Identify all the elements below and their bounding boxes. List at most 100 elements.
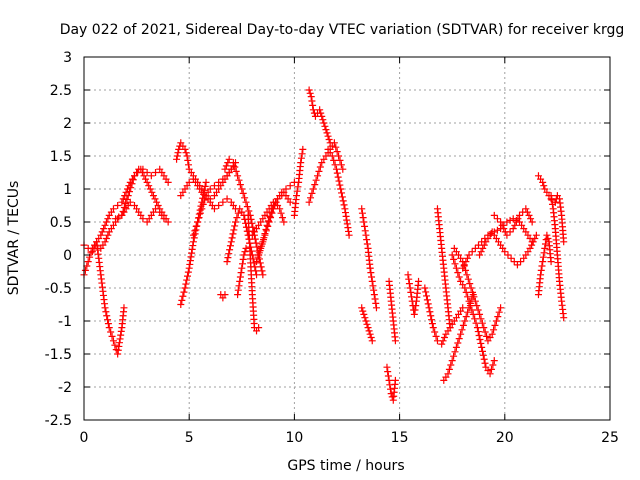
- data-point-plus: [84, 258, 92, 266]
- data-point-plus: [129, 176, 137, 184]
- data-point-plus: [360, 310, 368, 318]
- data-point-plus: [130, 172, 138, 180]
- data-point-plus: [198, 205, 206, 213]
- data-point-plus: [230, 226, 238, 234]
- y-tick-label: -1: [58, 314, 72, 330]
- data-point-plus: [368, 337, 376, 345]
- data-point-plus: [477, 315, 485, 323]
- data-point-plus: [253, 258, 261, 266]
- data-point-plus: [242, 244, 250, 252]
- data-point-plus: [229, 230, 237, 238]
- data-point-plus: [294, 183, 302, 191]
- data-point-plus: [235, 176, 243, 184]
- data-point-plus: [339, 197, 347, 205]
- data-point-plus: [224, 254, 232, 262]
- data-point-plus: [114, 202, 122, 209]
- data-point-plus: [501, 248, 509, 256]
- data-point-plus: [481, 359, 489, 367]
- data-point-plus: [260, 234, 268, 242]
- data-point-plus: [125, 188, 133, 196]
- data-point-plus: [114, 346, 122, 354]
- data-point-plus: [367, 269, 375, 277]
- data-point-plus: [344, 224, 352, 232]
- data-point-plus: [189, 242, 197, 250]
- data-point-plus: [228, 234, 236, 242]
- data-point-plus: [465, 297, 473, 305]
- data-point-plus: [537, 266, 545, 274]
- data-point-plus: [361, 314, 369, 322]
- data-point-plus: [405, 275, 413, 283]
- data-point-plus: [468, 306, 476, 314]
- data-point-plus: [366, 330, 374, 338]
- data-point-plus: [478, 347, 486, 355]
- data-point-plus: [127, 184, 135, 192]
- data-point-plus: [102, 308, 110, 316]
- data-point-plus: [335, 152, 343, 160]
- data-point-plus: [371, 295, 379, 303]
- data-point-plus: [104, 320, 112, 328]
- y-tick-label: -2: [58, 380, 72, 396]
- data-point-plus: [319, 116, 327, 124]
- data-point-plus: [495, 308, 503, 316]
- data-point-plus: [231, 218, 239, 226]
- data-point-plus: [372, 304, 380, 312]
- data-point-plus: [153, 198, 161, 206]
- data-point-plus: [119, 195, 127, 203]
- data-point-plus: [391, 376, 399, 384]
- y-axis-label: SDTVAR / TECUs: [6, 181, 22, 296]
- data-point-plus: [465, 251, 473, 259]
- data-point-plus: [540, 182, 548, 190]
- data-point-plus: [210, 205, 218, 213]
- data-point-plus: [308, 189, 316, 197]
- data-point-plus: [104, 215, 112, 223]
- data-point-plus: [252, 239, 260, 247]
- series-track: [305, 86, 334, 147]
- data-point-plus: [148, 188, 156, 196]
- data-point-plus: [219, 198, 227, 206]
- data-point-plus: [307, 93, 315, 101]
- data-point-plus: [255, 324, 263, 332]
- data-point-plus: [451, 260, 459, 268]
- data-point-plus: [115, 342, 123, 350]
- data-point-plus: [331, 161, 339, 169]
- data-point-plus: [257, 242, 265, 250]
- data-point-plus: [493, 226, 501, 234]
- data-point-plus: [111, 341, 119, 349]
- data-point-plus: [206, 185, 214, 193]
- data-point-plus: [459, 264, 467, 272]
- data-point-plus: [343, 216, 351, 224]
- data-point-plus: [182, 280, 190, 288]
- data-point-plus: [286, 182, 294, 190]
- data-point-plus: [314, 172, 322, 180]
- data-point-plus: [462, 288, 470, 296]
- data-point-plus: [507, 254, 515, 262]
- data-point-plus: [543, 231, 551, 239]
- data-point-plus: [221, 165, 229, 173]
- data-point-plus: [179, 292, 187, 300]
- data-point-plus: [368, 277, 376, 285]
- data-point-plus: [201, 182, 209, 190]
- data-point-plus: [523, 208, 531, 216]
- data-point-plus: [305, 86, 313, 94]
- data-point-plus: [367, 334, 375, 341]
- data-point-plus: [138, 169, 146, 176]
- data-point-plus: [269, 205, 277, 213]
- data-point-plus: [320, 119, 328, 127]
- data-point-plus: [266, 213, 274, 220]
- data-point-plus: [154, 202, 162, 209]
- data-point-plus: [183, 276, 191, 284]
- data-point-plus: [335, 177, 343, 185]
- data-point-plus: [151, 195, 159, 203]
- data-point-plus: [115, 339, 123, 347]
- data-point-plus: [539, 258, 547, 266]
- data-point-plus: [306, 89, 314, 97]
- data-point-plus: [173, 152, 181, 160]
- data-point-plus: [180, 288, 188, 296]
- data-point-plus: [461, 317, 469, 325]
- data-point-plus: [149, 192, 157, 200]
- data-point-plus: [200, 186, 208, 194]
- data-point-plus: [404, 271, 412, 279]
- data-point-plus: [245, 207, 253, 215]
- data-point-plus: [363, 236, 371, 244]
- series-track: [476, 228, 540, 269]
